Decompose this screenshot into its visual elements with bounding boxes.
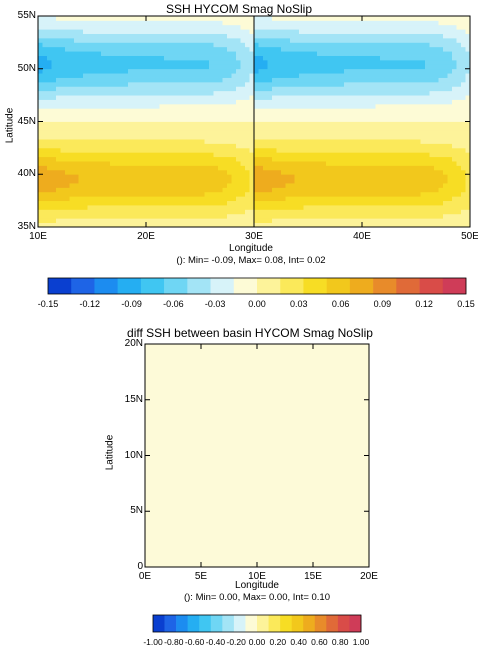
chart1-xlabel: Longitude [229,243,273,254]
chart2-ytick-label: 5N [130,505,143,517]
chart1-ytick-label: 55N [17,10,36,21]
chart2-colorbar-swatch [291,615,304,632]
chart2-xtick-label: 0E [138,571,152,582]
chart1-colorbar-swatch [233,278,258,294]
chart1-colorbar-swatch [396,278,420,294]
chart2-stats: (): Min= 0.00, Max= 0.00, Int= 0.10 [183,592,330,603]
chart1-colorbar-swatch [94,278,118,294]
chart1-colorbar-tick-label: -0.06 [163,299,184,309]
chart2-xtick-label: 5E [194,571,208,582]
chart2-colorbar-swatch [314,615,327,632]
chart1-colorbar-frame [47,277,467,295]
chart2-xlabel: Longitude [235,580,279,591]
chart2-colorbar-swatch [280,615,292,632]
chart1-colorbar-swatch [117,278,142,294]
chart1-colorbar-tick-label: 0.15 [457,299,475,309]
chart1-colorbar-swatch [71,278,95,294]
chart2-colorbar-tick-label: -0.80 [164,637,184,647]
chart1-colorbar-tick-label: 0.00 [248,299,266,309]
chart2-colorbar-swatch [210,615,223,632]
chart2-title: diff SSH between basin HYCOM Smag NoSlip [127,326,373,340]
chart1-colorbar-swatch [373,278,397,294]
chart2-colorbar-swatch [326,615,339,632]
chart1-colorbar-tick-label: -0.09 [121,299,142,309]
chart2-xtick-label: 15E [304,571,322,582]
chart1-colorbar-swatch [326,278,351,294]
chart1-ytick-label: 35N [17,221,36,232]
chart2-colorbar-swatch [164,615,177,632]
chart2-field [144,343,370,568]
chart2-ytick-label: 10N [124,449,143,461]
chart1-colorbar-tick-label: -0.03 [204,299,226,309]
chart2-colorbar-swatch [153,615,165,632]
chart1-colorbar-tick-label: 0.03 [290,299,308,309]
chart1-colorbar-swatch [140,278,165,294]
chart1-colorbar-swatch [349,278,374,294]
chart2-xtick-label: 20E [360,571,378,582]
chart2-colorbar-swatch [268,615,281,632]
chart1-title: SSH HYCOM Smag NoSlip [165,2,313,16]
chart2-colorbar-swatch [222,615,235,632]
chart1-colorbar-tick-label: 0.09 [373,299,392,309]
chart2-colorbar-swatch [257,615,269,632]
chart2-colorbar-swatch [199,615,212,632]
chart2-colorbar-swatch [245,615,258,632]
chart2-colorbar-frame [152,614,362,633]
chart1-colorbar [47,277,467,295]
chart1-ytick-label: 45N [17,115,36,127]
chart1-colorbar-swatch [210,278,235,294]
chart2-colorbar-swatch [187,615,200,632]
chart1-colorbar-swatch [303,278,327,294]
chart2-colorbar-tick-label: 0.60 [311,637,328,647]
chart2-colorbar-swatch [349,615,362,632]
chart1-colorbar-swatch [280,278,304,294]
chart1-ytick-label: 40N [17,168,36,180]
chart1-colorbar-tick-label: 0.12 [415,299,433,309]
chart2-colorbar-tick-label: 0.20 [269,637,287,647]
chart1-contour-field [38,16,471,228]
chart1-xtick-label: 10E [29,231,47,242]
chart1-xtick-label: 50E [461,231,478,242]
chart1-stats: (): Min= -0.09, Max= 0.08, Int= 0.02 [176,255,326,266]
chart1-colorbar-tick-label: 0.06 [331,299,350,309]
chart2-colorbar-tick-label: -0.40 [205,637,226,647]
chart1-colorbar-swatch [419,278,444,294]
chart2-colorbar-tick-label: -1.00 [143,637,163,647]
chart1-colorbar-swatch [164,278,188,294]
chart2-colorbar-tick-label: 0.80 [331,637,349,647]
chart1-xtick-label: 40E [353,231,371,242]
chart2-ytick-label: 20N [124,338,143,349]
chart1-colorbar-swatch [442,278,467,294]
chart1-colorbar-swatch [187,278,211,294]
chart1-colorbar-tick-label: -0.12 [79,299,101,309]
chart2-colorbar-tick-label: -0.60 [184,637,205,647]
chart1-colorbar-swatch [48,278,72,294]
chart2-colorbar-tick-label: 0.00 [248,637,266,647]
chart1-ytick-label: 50N [17,62,36,74]
chart2-colorbar-swatch [176,615,188,632]
chart1-xtick-label: 30E [245,231,263,242]
chart2-colorbar-swatch [233,615,246,632]
chart2-colorbar-tick-label: -0.20 [226,637,246,647]
chart2-ytick-label: 0 [137,561,143,572]
chart1-xtick-label: 20E [137,231,155,242]
chart2-ytick-label: 15N [124,393,143,405]
chart2-colorbar-swatch [303,615,316,632]
chart1-colorbar-tick-label: -0.15 [37,299,59,309]
chart2-xtick-label: 10E [248,571,266,582]
chart2-colorbar-tick-label: 1.00 [352,637,370,647]
chart2-colorbar [152,614,362,633]
chart2-colorbar-swatch [337,615,350,632]
chart1-colorbar-swatch [257,278,281,294]
chart2-colorbar-tick-label: 0.40 [290,637,307,647]
